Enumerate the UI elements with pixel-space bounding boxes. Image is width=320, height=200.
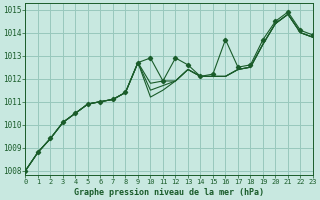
X-axis label: Graphe pression niveau de la mer (hPa): Graphe pression niveau de la mer (hPa) <box>74 188 264 197</box>
